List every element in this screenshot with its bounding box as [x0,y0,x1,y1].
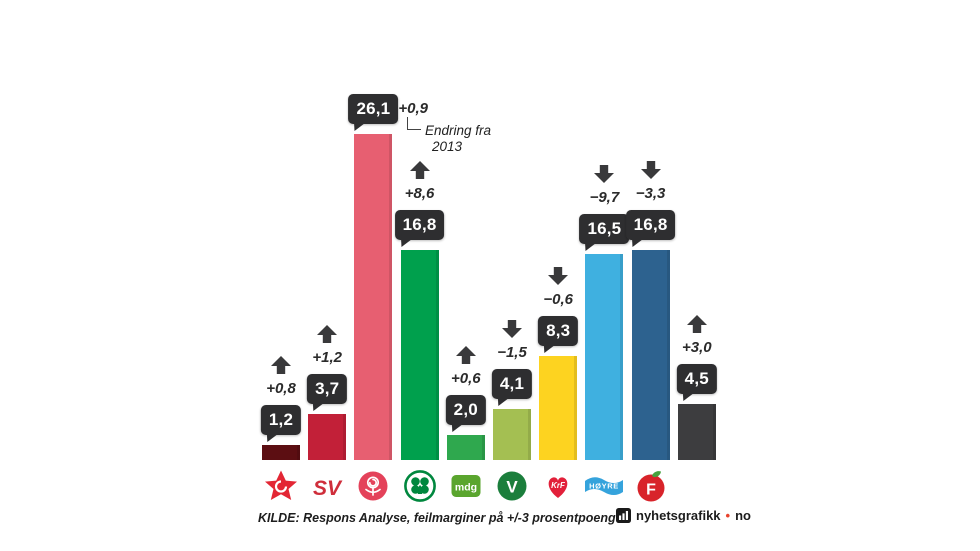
value-bubble-andre: 4,5 [676,364,717,394]
value-bubble-mdg: 2,0 [445,395,486,425]
annotation-line2: 2013 [432,139,463,154]
arrow-up-icon-sp [409,160,431,180]
arrow-down-icon-venstre [501,319,523,339]
annotation-line1: Endring fra [425,123,492,138]
svg-text:V: V [506,478,518,497]
sp-clover-icon [403,470,436,502]
bar-sp [400,250,439,460]
bar-frp [631,250,670,460]
sv-party-logo: SV [309,468,345,504]
rodt-star-icon [265,470,297,500]
annotation-connector-line [407,117,421,130]
hoyre-party-logo: HØYRE [582,468,626,504]
arrow-down-icon-hoyre [593,164,615,184]
arrow-up-icon-andre [686,314,708,334]
change-label-ap: +0,9 [398,100,429,117]
value-bubble-ap: 26,1 [348,94,399,124]
sv-letters-icon: SV [313,477,343,500]
svg-text:F: F [646,482,656,499]
bar-ap [354,134,393,460]
bar-venstre [493,409,531,460]
arrow-down-icon-frp [640,160,662,180]
svg-text:mdg: mdg [455,482,477,494]
credit-dot: • [725,508,731,523]
value-bubble-rodt: 1,2 [260,405,302,435]
change-label-sv: +1,2 [312,349,342,366]
hoyre-flag-icon: HØYRE [585,477,624,495]
credit-name: nyhetsgrafikk [636,508,721,523]
svg-text:KrF: KrF [551,481,566,490]
bar-sv [308,414,347,460]
frp-party-logo: F [633,468,669,504]
rodt-party-logo [263,468,299,504]
bar-mdg [446,435,485,460]
bar-krf [539,356,578,460]
change-label-krf: −0,6 [543,291,573,308]
venstre-v-icon: V [497,471,527,501]
bar-rodt [262,445,300,460]
mdg-badge-icon: mdg [451,475,481,497]
frp-apple-icon: F [637,471,665,502]
change-label-venstre: −1,5 [497,344,527,361]
value-bubble-krf: 8,3 [538,316,579,346]
arrow-up-icon-rodt [270,355,292,375]
arrow-up-icon-sv [316,324,338,344]
change-label-andre: +3,0 [681,339,712,356]
change-label-frp: −3,3 [635,185,666,202]
value-bubble-sp: 16,8 [394,210,445,240]
krf-party-logo: KrF [540,468,576,504]
credit-tld: no [735,508,751,523]
value-bubble-frp: 16,8 [625,210,676,240]
ap-party-logo [355,468,391,504]
credit-brand: nyhetsgrafikk • no [616,508,751,523]
source-text: KILDE: Respons Analyse, feilmarginer på … [258,511,616,525]
value-bubble-venstre: 4,1 [491,369,533,399]
ap-rose-icon [358,471,388,501]
venstre-party-logo: V [494,468,530,504]
krf-heart-icon: KrF [548,477,568,498]
svg-text:HØYRE: HØYRE [590,482,620,491]
change-label-sp: +8,6 [404,185,435,202]
nyhetsgrafikk-icon [616,508,631,523]
value-bubble-hoyre: 16,5 [579,214,630,244]
svg-text:SV: SV [313,477,343,500]
bar-hoyre [585,254,624,460]
change-label-hoyre: −9,7 [589,189,620,206]
mdg-party-logo: mdg [448,468,484,504]
value-bubble-sv: 3,7 [307,374,348,404]
arrow-up-icon-mdg [455,345,477,365]
change-label-rodt: +0,8 [266,380,296,397]
change-label-mdg: +0,6 [450,370,481,387]
arrow-down-icon-krf [547,266,569,286]
bar-andre [677,404,716,460]
sp-party-logo [402,468,438,504]
